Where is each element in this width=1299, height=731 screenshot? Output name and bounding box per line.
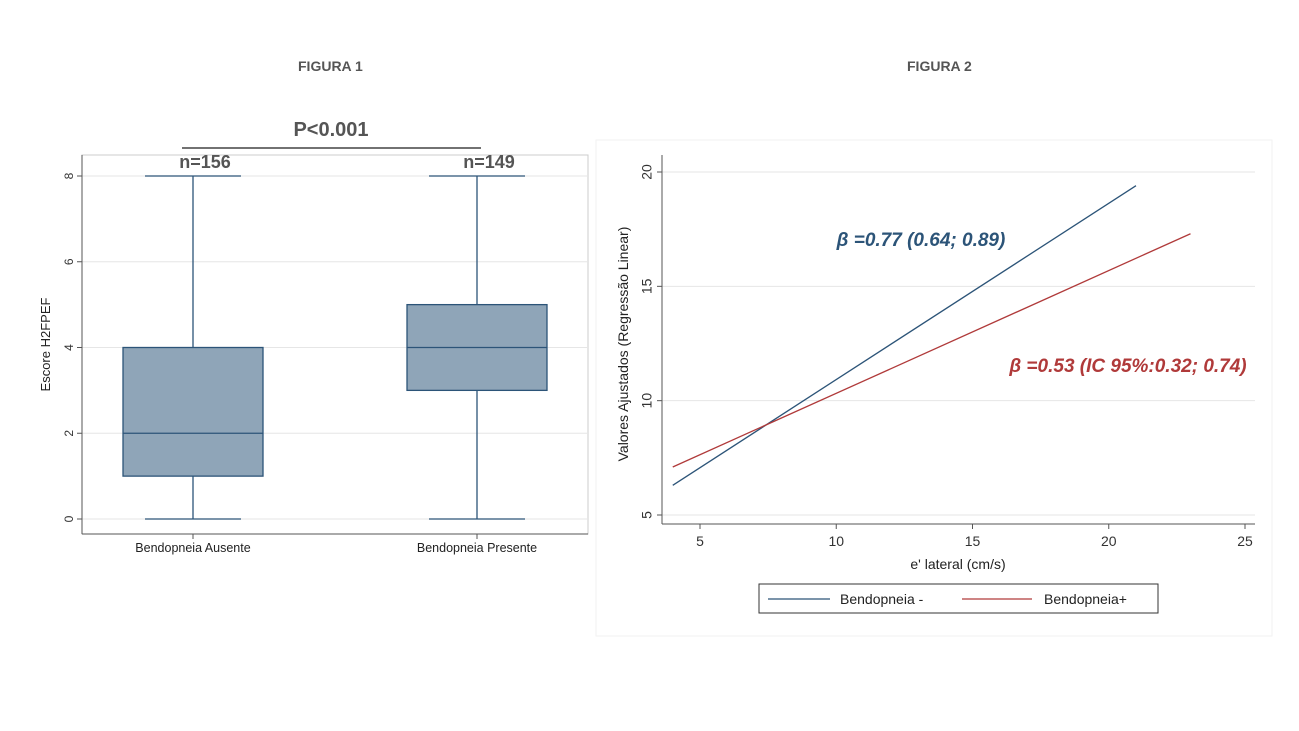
- count-label: n=149: [463, 152, 515, 172]
- figure2-frame: [595, 139, 1273, 637]
- x-tick-label: 20: [1101, 533, 1117, 549]
- x-tick-label: 25: [1237, 533, 1253, 549]
- y-tick-label: 6: [62, 258, 76, 265]
- y-tick-label: 8: [62, 172, 76, 179]
- legend-label: Bendopneia -: [840, 591, 924, 607]
- series-line: [672, 233, 1191, 468]
- box: [122, 346, 264, 477]
- x-tick-label: 5: [696, 533, 704, 549]
- y-tick-label: 20: [639, 164, 655, 180]
- series-line: [672, 185, 1137, 486]
- y-axis-label: Escore H2FPEF: [38, 297, 53, 391]
- annotation-blue: β =0.77 (0.64; 0.89): [836, 230, 1006, 251]
- y-tick-label: 10: [639, 393, 655, 409]
- boxplot-chart: 0 2 4 6 8 Escore H2FPEF Bendopneia Ausente n=15…: [38, 119, 589, 555]
- y-tick-label: 15: [639, 278, 655, 294]
- x-tick-label: Bendopneia Presente: [417, 541, 537, 555]
- x-axis-label: e' lateral (cm/s): [910, 556, 1005, 572]
- y-tick-label: 2: [62, 430, 76, 437]
- x-tick-label: Bendopneia Ausente: [135, 541, 250, 555]
- y-tick-label: 5: [639, 511, 655, 519]
- legend-label: Bendopneia+: [1044, 591, 1127, 607]
- figure1-title: FIGURA 1: [298, 58, 363, 74]
- p-value-label: P<0.001: [293, 119, 368, 141]
- count-label: n=156: [179, 152, 231, 172]
- y-tick-label: 4: [62, 344, 76, 351]
- x-tick-label: 15: [965, 533, 981, 549]
- y-tick-label: 0: [62, 515, 76, 522]
- x-tick-label: 10: [828, 533, 844, 549]
- annotation-red: β =0.53 (IC 95%:0.32; 0.74): [1008, 356, 1246, 377]
- y-axis-label: Valores Ajustados (Regressão Linear): [615, 227, 631, 462]
- figure2-title: FIGURA 2: [907, 58, 972, 74]
